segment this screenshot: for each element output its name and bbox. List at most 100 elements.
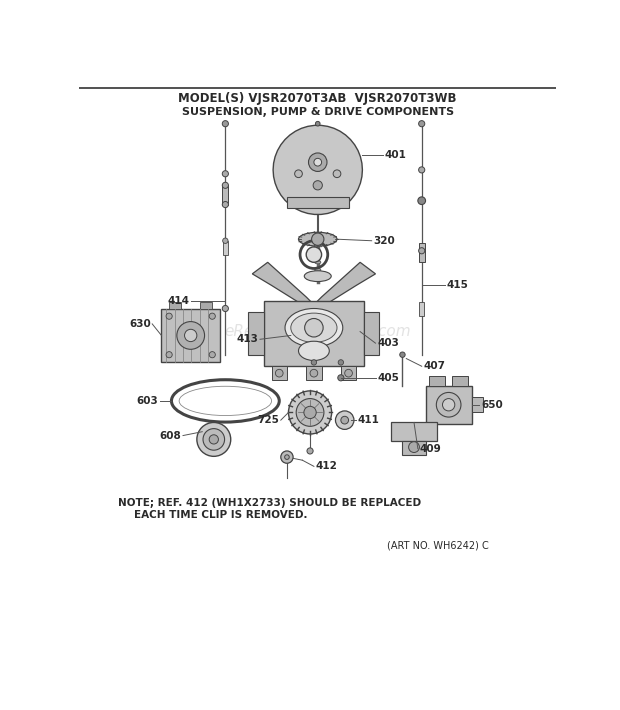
Polygon shape <box>252 262 314 305</box>
Text: 414: 414 <box>167 296 189 306</box>
Text: 608: 608 <box>160 430 182 440</box>
Circle shape <box>304 319 323 337</box>
Circle shape <box>222 170 228 177</box>
Circle shape <box>222 182 228 188</box>
Ellipse shape <box>315 253 321 256</box>
Circle shape <box>335 411 354 430</box>
Circle shape <box>285 455 290 459</box>
Circle shape <box>400 352 405 357</box>
Circle shape <box>307 448 313 454</box>
Text: 413: 413 <box>237 334 259 344</box>
Bar <box>249 312 264 355</box>
Bar <box>419 302 424 316</box>
Text: 409: 409 <box>419 444 441 454</box>
Circle shape <box>209 313 215 320</box>
Circle shape <box>409 442 419 452</box>
Bar <box>430 376 445 386</box>
Circle shape <box>338 360 343 365</box>
Bar <box>402 441 425 455</box>
Text: EACH TIME CLIP IS REMOVED.: EACH TIME CLIP IS REMOVED. <box>135 510 308 520</box>
Circle shape <box>294 170 303 178</box>
Bar <box>264 301 364 366</box>
Circle shape <box>222 305 228 312</box>
Text: 401: 401 <box>385 150 407 160</box>
Bar <box>341 366 356 380</box>
Text: 725: 725 <box>257 415 279 425</box>
Circle shape <box>418 248 425 254</box>
Circle shape <box>314 158 322 166</box>
Circle shape <box>209 351 215 358</box>
Circle shape <box>312 233 324 246</box>
Circle shape <box>341 416 348 424</box>
Ellipse shape <box>304 271 331 282</box>
Circle shape <box>222 202 228 207</box>
Ellipse shape <box>315 268 321 271</box>
Circle shape <box>338 375 344 381</box>
Polygon shape <box>273 126 363 214</box>
Circle shape <box>345 369 352 377</box>
Bar <box>272 366 287 380</box>
Bar <box>287 197 348 209</box>
Circle shape <box>418 167 425 173</box>
Text: SUSPENSION, PUMP & DRIVE COMPONENTS: SUSPENSION, PUMP & DRIVE COMPONENTS <box>182 107 454 117</box>
Circle shape <box>309 153 327 171</box>
Bar <box>418 243 425 262</box>
Circle shape <box>316 121 320 126</box>
Text: 407: 407 <box>423 361 445 371</box>
Circle shape <box>166 313 172 320</box>
Bar <box>161 309 220 362</box>
Bar <box>169 302 182 309</box>
Bar <box>391 422 437 441</box>
Bar <box>222 185 228 204</box>
Circle shape <box>275 369 283 377</box>
Bar <box>425 386 472 424</box>
Text: 415: 415 <box>446 280 468 290</box>
Bar <box>472 397 484 413</box>
Bar <box>306 366 322 380</box>
Ellipse shape <box>285 309 343 347</box>
Circle shape <box>197 422 231 457</box>
Text: 603: 603 <box>136 396 158 406</box>
Ellipse shape <box>291 313 337 342</box>
Circle shape <box>310 369 317 377</box>
Text: MODEL(S) VJSR2070T3AB  VJSR2070T3WB: MODEL(S) VJSR2070T3AB VJSR2070T3WB <box>179 92 457 105</box>
Circle shape <box>185 329 197 342</box>
Circle shape <box>281 451 293 463</box>
Circle shape <box>436 393 461 417</box>
Bar <box>364 312 379 355</box>
Bar <box>223 241 228 255</box>
Circle shape <box>166 351 172 358</box>
Circle shape <box>209 435 218 444</box>
Circle shape <box>177 322 205 349</box>
Circle shape <box>304 406 316 419</box>
Text: 412: 412 <box>316 462 337 471</box>
Text: 630: 630 <box>129 319 151 329</box>
Text: NOTE; REF. 412 (WH1X2733) SHOULD BE REPLACED: NOTE; REF. 412 (WH1X2733) SHOULD BE REPL… <box>118 498 421 508</box>
Circle shape <box>288 391 332 434</box>
Text: 320: 320 <box>373 236 395 246</box>
Bar <box>200 302 212 309</box>
Ellipse shape <box>315 261 321 264</box>
Ellipse shape <box>298 342 329 361</box>
Circle shape <box>313 180 322 190</box>
Text: eReplacementParts.com: eReplacementParts.com <box>224 324 411 339</box>
Circle shape <box>296 398 324 426</box>
Circle shape <box>223 238 228 244</box>
Circle shape <box>306 247 322 262</box>
Polygon shape <box>314 262 376 305</box>
Circle shape <box>222 121 228 127</box>
Circle shape <box>333 170 341 178</box>
Text: 405: 405 <box>377 373 399 383</box>
Circle shape <box>418 197 425 204</box>
Bar <box>453 376 468 386</box>
Circle shape <box>203 429 224 450</box>
Ellipse shape <box>298 232 337 246</box>
Circle shape <box>443 398 455 411</box>
Text: 650: 650 <box>481 400 503 410</box>
Ellipse shape <box>315 276 321 279</box>
Text: 411: 411 <box>358 415 379 425</box>
Circle shape <box>311 360 317 365</box>
Text: (ART NO. WH6242) C: (ART NO. WH6242) C <box>387 540 489 551</box>
Circle shape <box>418 121 425 127</box>
Text: 403: 403 <box>377 338 399 348</box>
